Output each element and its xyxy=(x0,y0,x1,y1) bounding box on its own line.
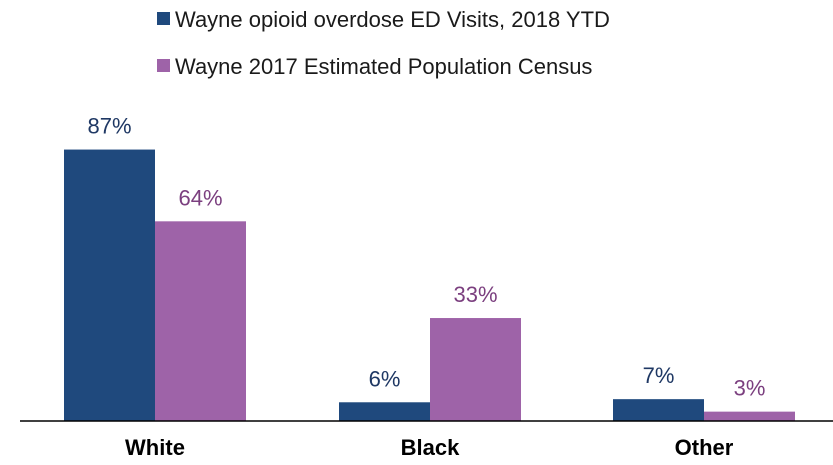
data-label-white-series-1: 87% xyxy=(87,114,131,139)
data-label-other-series-1: 7% xyxy=(643,363,675,388)
bar-white-series-1 xyxy=(64,149,155,421)
legend-label-series-1: Wayne opioid overdose ED Visits, 2018 YT… xyxy=(175,7,610,32)
x-tick-label-white: White xyxy=(125,435,185,460)
x-tick-label-other: Other xyxy=(675,435,734,460)
data-label-white-series-2: 64% xyxy=(178,185,222,210)
data-label-black-series-1: 6% xyxy=(369,366,401,391)
data-label-other-series-2: 3% xyxy=(734,376,766,401)
bar-black-series-2 xyxy=(430,318,521,421)
bar-black-series-1 xyxy=(339,402,430,421)
legend-swatch-series-1 xyxy=(157,12,170,25)
data-label-black-series-2: 33% xyxy=(453,282,497,307)
bar-other-series-2 xyxy=(704,411,795,421)
plot-area: 87% 64% 6% 33% 7% 3% xyxy=(64,114,795,421)
bar-other-series-1 xyxy=(613,399,704,421)
x-tick-label-black: Black xyxy=(401,435,460,460)
legend: Wayne opioid overdose ED Visits, 2018 YT… xyxy=(157,7,610,79)
bar-white-series-2 xyxy=(155,221,246,421)
legend-swatch-series-2 xyxy=(157,59,170,72)
x-axis-labels: White Black Other xyxy=(125,435,734,460)
legend-label-series-2: Wayne 2017 Estimated Population Census xyxy=(175,54,592,79)
